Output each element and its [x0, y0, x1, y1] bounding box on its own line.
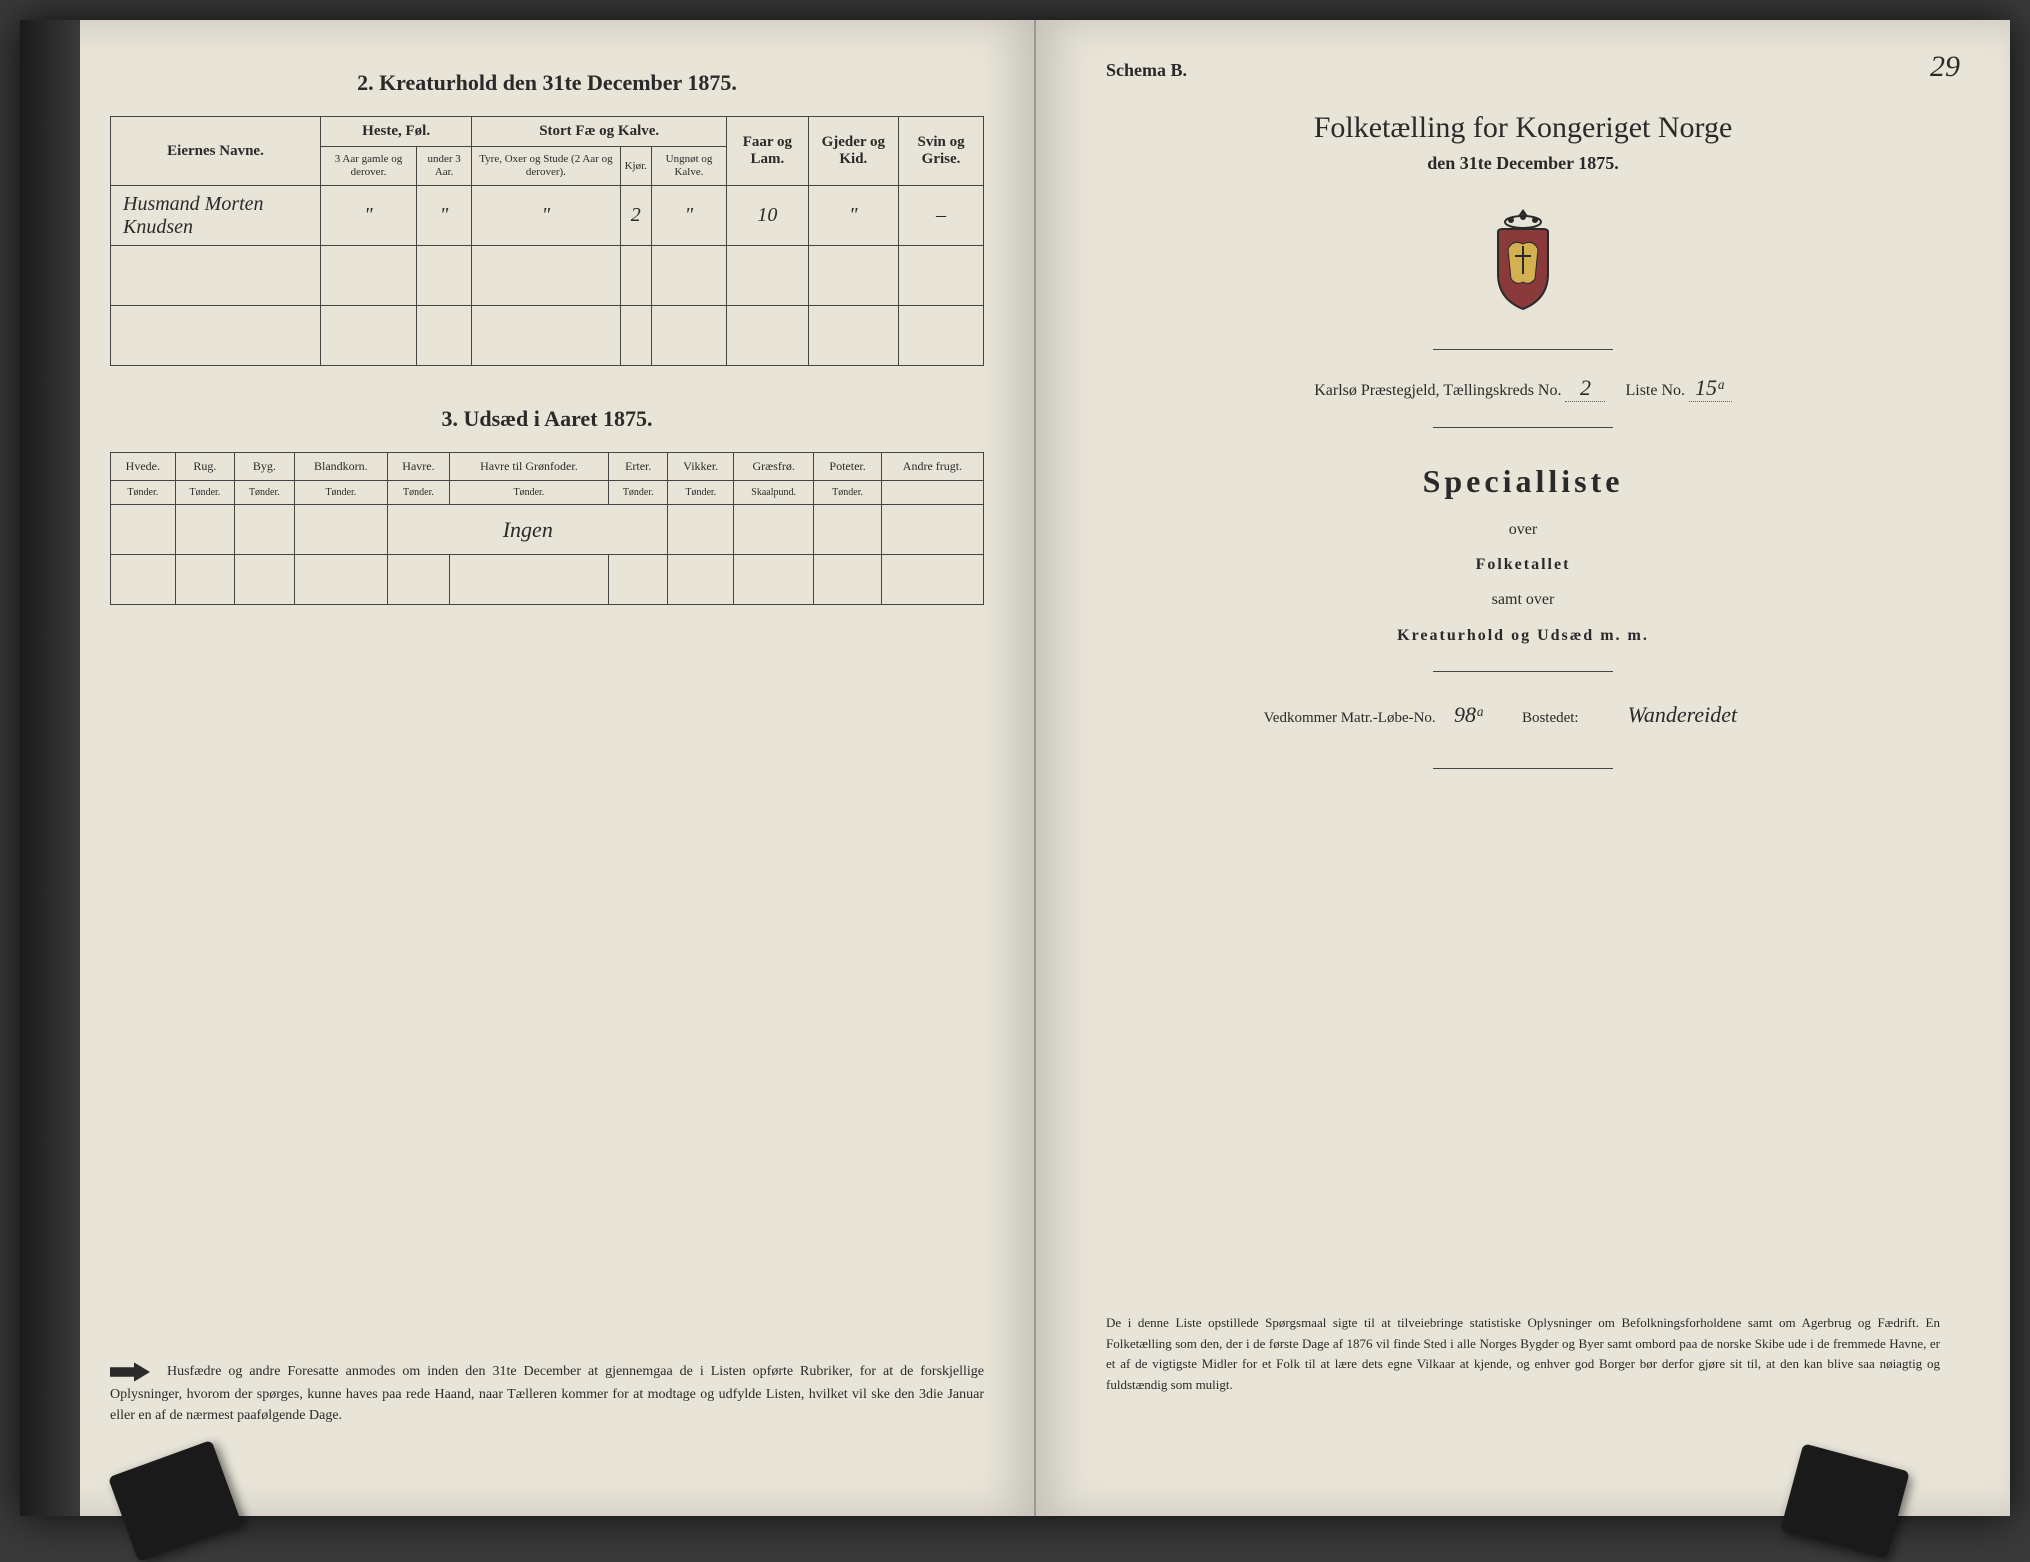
book-spread: 2. Kreaturhold den 31te December 1875. E… — [20, 20, 2010, 1516]
sub-bulls: Tyre, Oxer og Stude (2 Aar og derover). — [472, 147, 620, 186]
spec-over: over — [1086, 512, 1960, 547]
table-row — [111, 246, 984, 306]
pointing-hand-icon — [110, 1360, 150, 1384]
cell-cows: 2 — [620, 186, 651, 246]
table-row: Husmand Morten Knudsen " " " 2 " 10 " – — [111, 186, 984, 246]
section3-title: 3. Udsæd i Aaret 1875. — [110, 406, 984, 432]
divider — [1433, 427, 1613, 428]
footnote-text: Husfædre og andre Foresatte anmodes om i… — [110, 1364, 984, 1423]
coat-of-arms-icon — [1086, 204, 1960, 319]
unit — [881, 481, 983, 505]
col-pigs: Svin og Grise. — [899, 117, 984, 186]
col-graesfro: Græsfrø. — [734, 453, 814, 481]
right-page: Schema B. 29 Folketælling for Kongeriget… — [1036, 20, 2010, 1516]
right-footnote: De i denne Liste opstillede Spørgsmaal s… — [1106, 1313, 1940, 1396]
unit-graes: Skaalpund. — [734, 481, 814, 505]
divider — [1433, 768, 1613, 769]
col-poteter: Poteter. — [814, 453, 882, 481]
specialliste-body: over Folketallet samt over Kreaturhold o… — [1086, 512, 1960, 653]
unit: Tønder. — [449, 481, 608, 505]
col-vikker: Vikker. — [668, 453, 734, 481]
col-havre-gron: Havre til Grønfoder. — [449, 453, 608, 481]
spec-kreatur: Kreaturhold og Udsæd m. m. — [1086, 618, 1960, 653]
table-row — [111, 306, 984, 366]
unit: Tønder. — [111, 481, 176, 505]
seeding-entry: Ingen — [388, 505, 668, 555]
table-row — [111, 555, 984, 605]
sub-horses-old: 3 Aar gamle og derover. — [321, 147, 417, 186]
parish-line: Karlsø Præstegjeld, Tællingskreds No. 2 … — [1086, 375, 1960, 402]
unit: Tønder. — [814, 481, 882, 505]
col-andre: Andre frugt. — [881, 453, 983, 481]
col-cattle: Stort Fæ og Kalve. — [472, 117, 727, 147]
seeding-table: Hvede. Rug. Byg. Blandkorn. Havre. Havre… — [110, 452, 984, 605]
section2-title: 2. Kreaturhold den 31te December 1875. — [110, 70, 984, 96]
census-title: Folketælling for Kongeriget Norge — [1086, 111, 1960, 145]
table-row: Ingen — [111, 505, 984, 555]
livestock-table: Eiernes Navne. Heste, Føl. Stort Fæ og K… — [110, 116, 984, 366]
unit: Tønder. — [294, 481, 388, 505]
sub-horses-young: under 3 Aar. — [417, 147, 472, 186]
col-sheep: Faar og Lam. — [727, 117, 808, 186]
archive-clip-icon — [108, 1440, 242, 1562]
col-hvede: Hvede. — [111, 453, 176, 481]
archive-clip-icon — [1780, 1443, 1910, 1558]
col-havre: Havre. — [388, 453, 450, 481]
unit: Tønder. — [235, 481, 294, 505]
sub-cows: Kjør. — [620, 147, 651, 186]
divider — [1433, 671, 1613, 672]
col-erter: Erter. — [609, 453, 668, 481]
specialliste-title: Specialliste — [1086, 463, 1960, 500]
cell-calves: " — [651, 186, 726, 246]
unit: Tønder. — [175, 481, 234, 505]
cell-goats: " — [808, 186, 899, 246]
col-byg: Byg. — [235, 453, 294, 481]
census-subtitle: den 31te December 1875. — [1086, 153, 1960, 174]
liste-label: Liste No. — [1625, 382, 1685, 399]
bosted-value: Wandereidet — [1582, 702, 1782, 728]
cell-sheep: 10 — [727, 186, 808, 246]
unit: Tønder. — [668, 481, 734, 505]
cell-horses-young: " — [417, 186, 472, 246]
matr-label: Vedkommer Matr.-Løbe-No. — [1264, 710, 1436, 726]
left-footnote: Husfædre og andre Foresatte anmodes om i… — [110, 1360, 984, 1426]
schema-label: Schema B. — [1106, 60, 1960, 81]
cell-bulls: " — [472, 186, 620, 246]
parish-prefix: Karlsø Præstegjeld, Tællingskreds No. — [1314, 382, 1561, 399]
col-rug: Rug. — [175, 453, 234, 481]
sub-calves: Ungnøt og Kalve. — [651, 147, 726, 186]
matr-line: Vedkommer Matr.-Løbe-No. 98ᵃ Bostedet: W… — [1086, 702, 1960, 728]
left-page: 2. Kreaturhold den 31te December 1875. E… — [20, 20, 1036, 1516]
unit: Tønder. — [609, 481, 668, 505]
liste-number: 15ᵃ — [1689, 375, 1732, 402]
divider — [1433, 349, 1613, 350]
bosted-label: Bostedet: — [1522, 710, 1579, 726]
unit: Tønder. — [388, 481, 450, 505]
binding — [20, 20, 80, 1516]
col-goats: Gjeder og Kid. — [808, 117, 899, 186]
kreds-number: 2 — [1565, 375, 1605, 402]
matr-no: 98ᵃ — [1439, 702, 1499, 728]
col-blandkorn: Blandkorn. — [294, 453, 388, 481]
spec-folketallet: Folketallet — [1086, 547, 1960, 582]
cell-horses-old: " — [321, 186, 417, 246]
owner-name: Husmand Morten Knudsen — [111, 186, 321, 246]
cell-pigs: – — [899, 186, 984, 246]
col-horses: Heste, Føl. — [321, 117, 472, 147]
spec-samt: samt over — [1086, 582, 1960, 617]
page-number: 29 — [1930, 50, 1960, 84]
col-owner: Eiernes Navne. — [111, 117, 321, 186]
